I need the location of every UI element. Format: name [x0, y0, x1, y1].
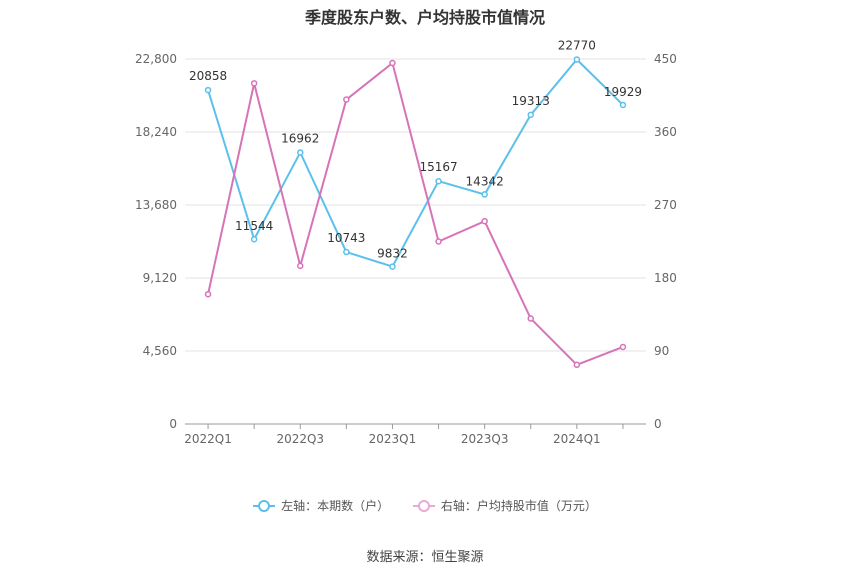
x-tick-label: 2023Q1 — [369, 432, 417, 446]
data-label: 16962 — [281, 131, 319, 145]
y-right-tick-label: 450 — [654, 52, 677, 66]
line-chart: 0 0 4,560 90 9,120 180 13,680 270 18,240 360 22,80… — [135, 38, 677, 446]
x-tick-label: 2022Q1 — [184, 432, 232, 446]
data-source: 数据来源：恒生聚源 — [366, 550, 484, 565]
y-left-tick-label: 4,560 — [143, 344, 177, 358]
y-right-tick-label: 180 — [654, 271, 677, 285]
legend-item-avg-value[interactable]: 右轴：户均持股市值（万元） — [412, 497, 597, 514]
series-0-point — [527, 111, 534, 119]
legend-swatch-avg-value — [412, 499, 435, 512]
legend-swatch-households — [253, 499, 276, 512]
series-0-point — [204, 86, 212, 94]
series-1-point — [619, 343, 627, 351]
data-label: 22770 — [558, 38, 596, 52]
data-label: 19313 — [512, 94, 550, 108]
y-left-tick-label: 0 — [169, 417, 177, 431]
chart-title: 季度股东户数、户均持股市值情况 — [304, 8, 545, 27]
series-0-point — [297, 149, 304, 156]
data-label: 10743 — [327, 231, 365, 245]
legend-label-households: 左轴：本期数（户） — [281, 499, 390, 513]
series-1-point — [481, 217, 488, 225]
data-label: 9832 — [377, 247, 408, 261]
y-left-tick-label: 22,800 — [135, 52, 177, 66]
legend-item-households[interactable]: 左轴：本期数（户） — [253, 497, 389, 514]
data-label: 14342 — [466, 174, 504, 188]
y-right-tick-label: 360 — [654, 125, 677, 139]
y-left-tick-label: 18,240 — [135, 125, 177, 139]
series-1-point — [573, 361, 581, 369]
data-label: 11544 — [235, 219, 273, 233]
series-line-0 — [207, 58, 624, 268]
legend: 左轴：本期数（户） 右轴：户均持股市值（万元） — [0, 497, 850, 515]
series-1-point — [389, 59, 396, 67]
series-0-point — [481, 191, 488, 198]
series-1-point — [297, 262, 304, 270]
series-1-point — [250, 80, 258, 87]
series-0-point — [619, 101, 627, 109]
legend-label-avg-value: 右轴：户均持股市值（万元） — [440, 499, 597, 513]
y-right-tick-label: 90 — [654, 344, 669, 358]
data-label: 20858 — [189, 69, 227, 83]
y-right-tick-label: 270 — [654, 198, 677, 212]
y-right-tick-label: 0 — [654, 417, 662, 431]
series-0-point — [343, 248, 350, 256]
y-left-tick-label: 13,680 — [135, 198, 177, 212]
series-0-point — [389, 263, 396, 270]
y-left-tick-label: 9,120 — [143, 271, 177, 285]
series-1-point — [343, 96, 350, 103]
series-0-point — [573, 56, 581, 63]
x-tick-label: 2024Q1 — [553, 432, 601, 446]
series-line-1 — [207, 61, 624, 366]
data-label: 15167 — [419, 160, 457, 174]
series-1-point — [527, 315, 534, 322]
series-0-point — [250, 235, 258, 243]
series-1-point — [435, 238, 442, 245]
series-1-point — [204, 290, 212, 298]
x-tick-label: 2022Q3 — [276, 432, 324, 446]
series-0-point — [435, 177, 442, 185]
x-tick-label: 2023Q3 — [461, 432, 509, 446]
data-label: 19929 — [604, 85, 642, 99]
